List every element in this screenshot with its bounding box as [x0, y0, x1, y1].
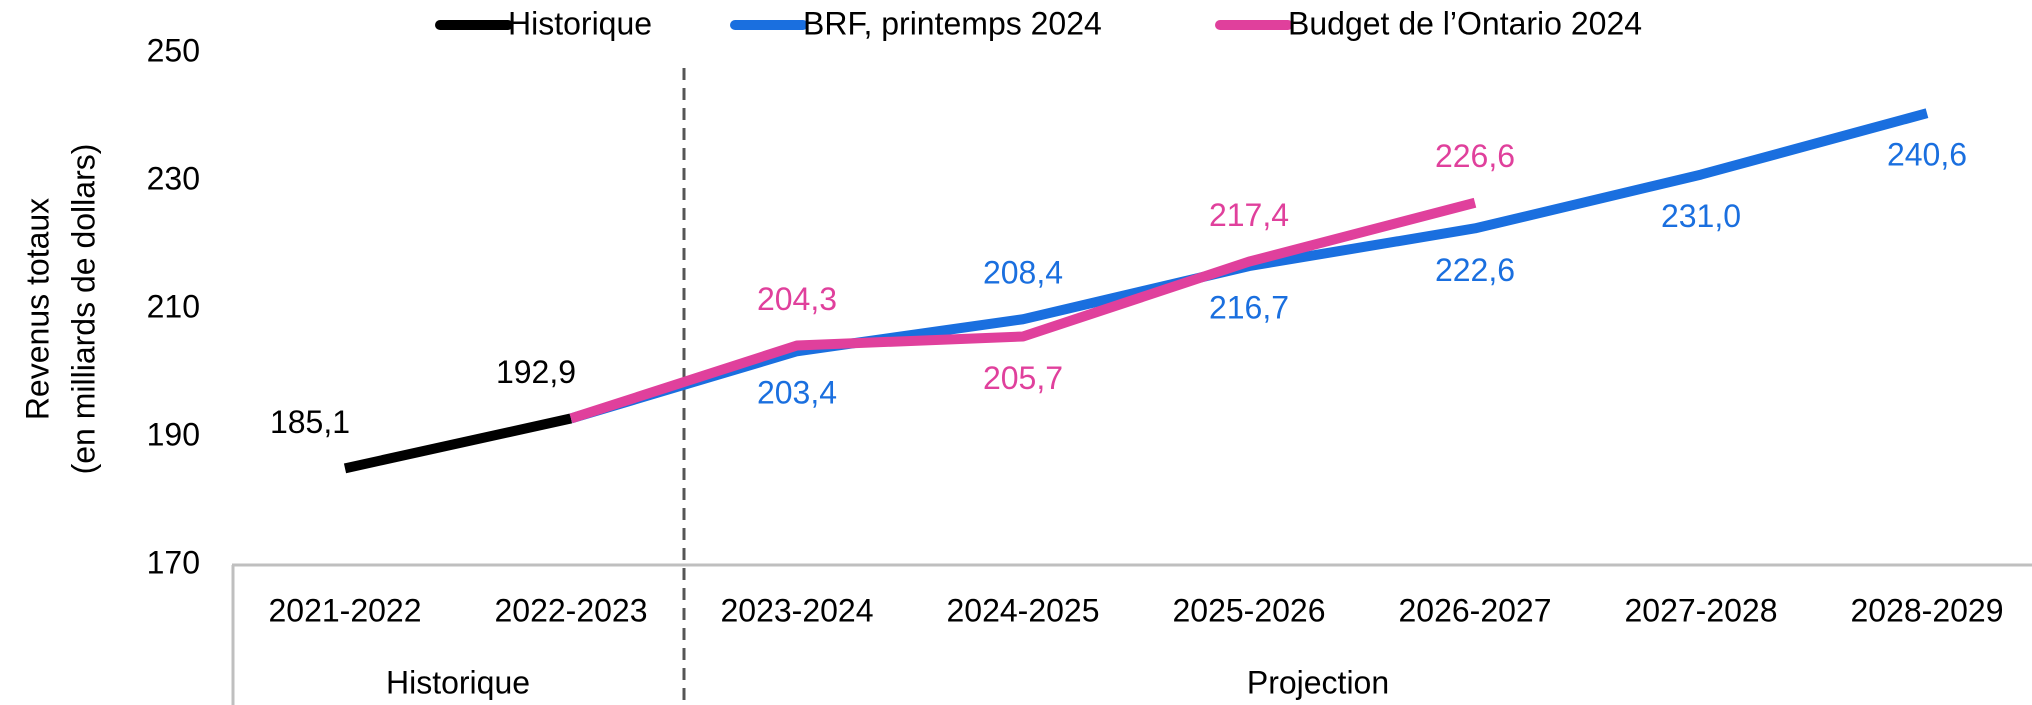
data-label: 204,3: [757, 281, 837, 317]
x-tick-label: 2024-2025: [946, 592, 1099, 628]
y-axis-title-line: Revenus totaux: [19, 198, 55, 420]
data-label: 222,6: [1435, 252, 1515, 288]
y-axis-title-line: (en milliards de dollars): [65, 144, 101, 475]
data-label: 203,4: [757, 375, 837, 411]
series-line: [343, 413, 573, 474]
y-tick-label: 190: [147, 416, 200, 452]
legend-label: Budget de l’Ontario 2024: [1288, 5, 1642, 41]
data-label: 192,9: [496, 354, 576, 390]
x-tick-label: 2027-2028: [1624, 592, 1777, 628]
x-tick-label: 2021-2022: [268, 592, 421, 628]
x-tick-label: 2028-2029: [1850, 592, 2003, 628]
legend-item: Historique: [435, 5, 652, 41]
data-label: 185,1: [270, 404, 350, 440]
data-label: 226,6: [1435, 138, 1515, 174]
legend-label: BRF, printemps 2024: [803, 5, 1102, 41]
data-label: 205,7: [983, 360, 1063, 396]
data-label: 208,4: [983, 255, 1063, 291]
y-tick-label: 170: [147, 544, 200, 580]
data-label: 216,7: [1209, 290, 1289, 326]
y-axis-title: Revenus totaux (en milliards de dollars): [19, 144, 101, 475]
group-label: Projection: [1247, 664, 1389, 700]
x-tick-label: 2022-2023: [494, 592, 647, 628]
x-tick-label: 2023-2024: [720, 592, 873, 628]
legend-label: Historique: [508, 5, 652, 41]
x-tick-label: 2026-2027: [1398, 592, 1551, 628]
legend-item: Budget de l’Ontario 2024: [1215, 5, 1642, 41]
y-tick-label: 250: [147, 32, 200, 68]
y-tick-label: 230: [147, 160, 200, 196]
x-tick-label: 2025-2026: [1172, 592, 1325, 628]
group-label: Historique: [386, 664, 530, 700]
data-label: 217,4: [1209, 197, 1289, 233]
series-line: [569, 197, 1477, 424]
y-tick-label: 210: [147, 288, 200, 324]
data-label: 231,0: [1661, 198, 1741, 234]
legend-item: BRF, printemps 2024: [730, 5, 1102, 41]
data-label: 240,6: [1887, 137, 1967, 173]
